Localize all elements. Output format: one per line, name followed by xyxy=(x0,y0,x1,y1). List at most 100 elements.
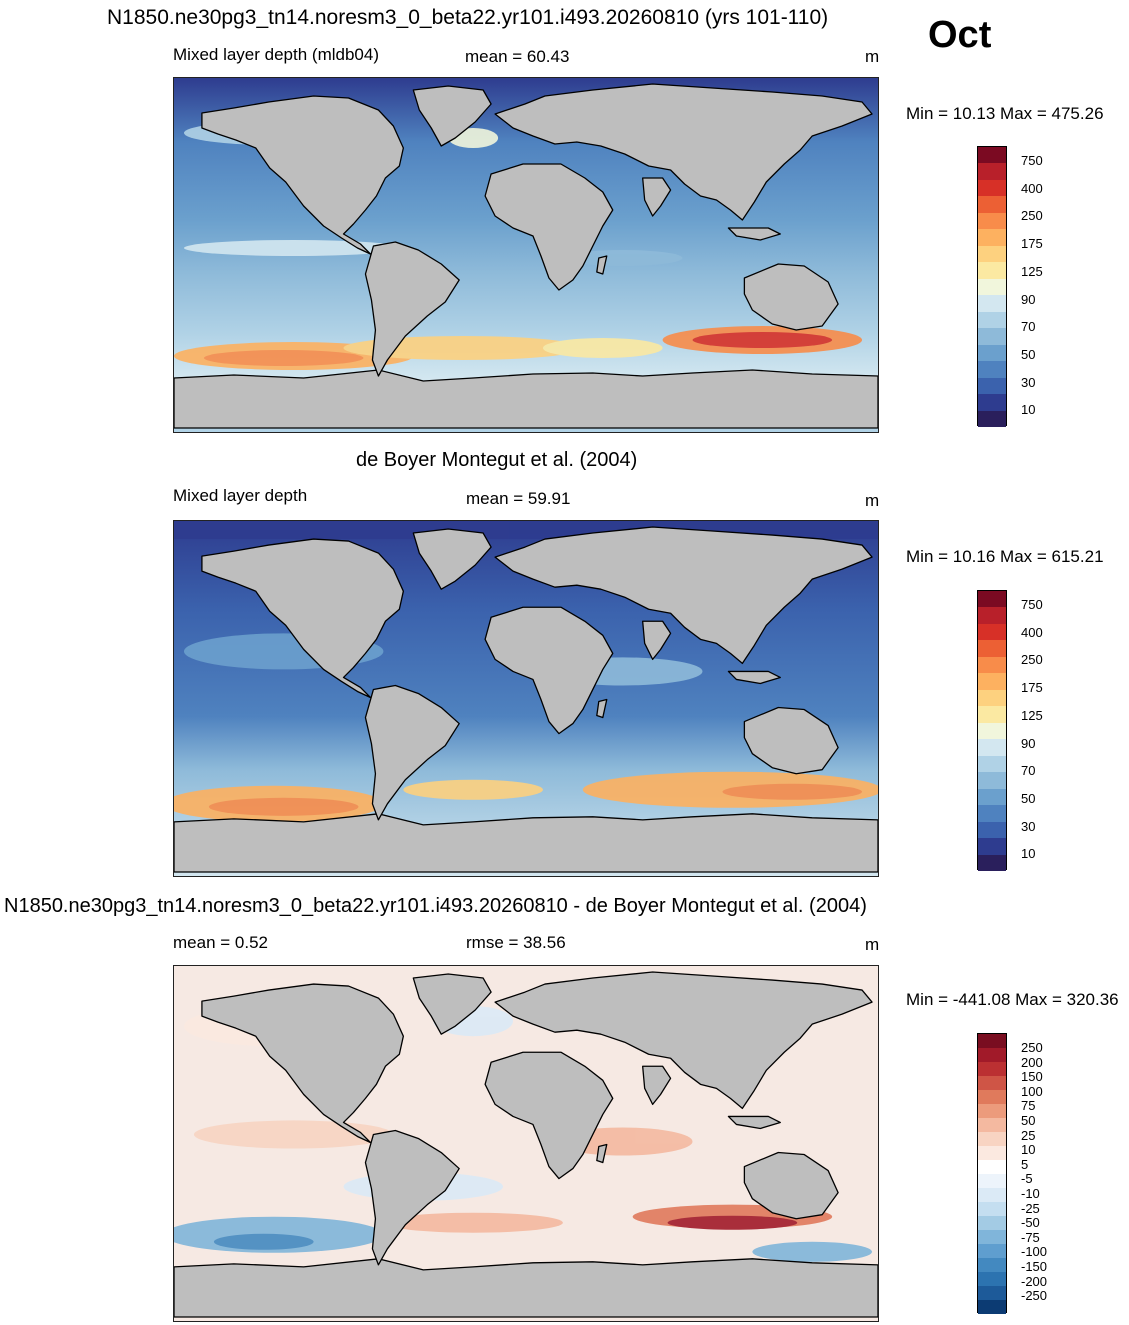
panel3-colorbar-tick-label: 100 xyxy=(1021,1083,1043,1099)
panel1-colorbar-tick-label: 125 xyxy=(1021,263,1043,279)
panel3-colorbar-swatch xyxy=(978,1090,1006,1104)
panel2-colorbar-tick-label: 250 xyxy=(1021,652,1043,668)
panel3-colorbar-swatch xyxy=(978,1244,1006,1258)
panel3-colorbar-tick-label: -25 xyxy=(1021,1200,1040,1216)
panel1-colorbar-swatch xyxy=(978,245,1006,263)
panel1-colorbar-swatch xyxy=(978,278,1006,296)
panel1-colorbar-tick-label: 175 xyxy=(1021,236,1043,252)
panel3-colorbar-swatch xyxy=(978,1062,1006,1076)
panel1-colorbar-swatch xyxy=(978,295,1006,312)
panel3-colorbar-swatch xyxy=(978,1258,1006,1272)
panel1-colorbar-swatch xyxy=(978,328,1006,345)
panel3-colorbar-tick-label: 200 xyxy=(1021,1054,1043,1070)
panel1-colorbar-tick-label: 400 xyxy=(1021,180,1043,196)
panel1-colorbar-tick-label: 50 xyxy=(1021,346,1036,362)
panel2-colorbar-swatch xyxy=(978,854,1006,871)
panel2-minmax-label: Min = 10.16 Max = 615.21 xyxy=(906,547,1104,566)
panel1-colorbar-swatch xyxy=(978,262,1006,279)
panel3-mean-label: mean = 0.52 xyxy=(173,933,268,952)
panel1-colorbar-tick-label: 90 xyxy=(1021,291,1036,307)
panel2-colorbar-swatch xyxy=(978,838,1006,855)
panel3-colorbar-tick-label: 150 xyxy=(1021,1069,1043,1085)
panel3-colorbar-swatch xyxy=(978,1132,1006,1146)
panel2-colorbar: 750 400 250 175 125 90 70 50 30 10 xyxy=(977,590,1043,871)
panel3-colorbar-tick-label: -100 xyxy=(1021,1244,1048,1260)
panel2-colorbar-tick-label: 90 xyxy=(1021,735,1036,751)
panel3-colorbar-swatch xyxy=(978,1202,1006,1216)
panel1-map xyxy=(173,77,879,433)
panel2-colorbar-swatch xyxy=(978,805,1006,822)
panel1-colorbar-swatch xyxy=(978,344,1006,362)
panel2-unit-label: m xyxy=(865,491,880,510)
panel3-colorbar-swatch xyxy=(978,1286,1006,1300)
panel3-colorbar-swatch xyxy=(978,1230,1006,1244)
panel2-colorbar-tick-label: 70 xyxy=(1021,763,1036,779)
panel2-colorbar-swatch xyxy=(978,788,1006,806)
panel2-colorbar-swatch xyxy=(978,623,1006,641)
panel3-title: N1850.ne30pg3_tn14.noresm3_0_beta22.yr10… xyxy=(4,895,867,917)
panel2-colorbar-swatch xyxy=(978,640,1006,657)
panel1-unit-label: m xyxy=(865,47,880,66)
panel2-colorbar-swatch xyxy=(978,821,1006,839)
panel2-colorbar-swatch xyxy=(978,591,1006,608)
panel3-colorbar-tick-label: -200 xyxy=(1021,1273,1048,1289)
panel3-colorbar-tick-label: 250 xyxy=(1021,1040,1043,1055)
panel3-colorbar-swatch xyxy=(978,1188,1006,1202)
panel1-colorbar-swatch xyxy=(978,229,1006,246)
panel2-colorbar-tick-label: 175 xyxy=(1021,680,1043,696)
panel3-colorbar-tick-label: -10 xyxy=(1021,1186,1040,1201)
panel3-colorbar-swatch xyxy=(978,1034,1006,1048)
panel2-title: de Boyer Montegut et al. (2004) xyxy=(356,449,638,471)
panel2-map xyxy=(173,520,879,877)
panel3-rmse-label: rmse = 38.56 xyxy=(466,933,566,952)
panel2-colorbar-tick-label: 125 xyxy=(1021,707,1043,723)
panel2-colorbar-tick-label: 750 xyxy=(1021,597,1043,612)
panel1-mean-label: mean = 60.43 xyxy=(465,47,570,66)
panel1-colorbar-swatch xyxy=(978,212,1006,230)
panel1-colorbar-swatch xyxy=(978,377,1006,395)
panel2-colorbar-swatch xyxy=(978,722,1006,740)
panel2-mean-label: mean = 59.91 xyxy=(466,489,571,508)
panel3-colorbar-swatch xyxy=(978,1048,1006,1062)
panel1-colorbar-swatch xyxy=(978,410,1006,427)
panel2-colorbar-swatch xyxy=(978,739,1006,756)
panel1-colorbar-tick-label: 70 xyxy=(1021,319,1036,335)
panel3-colorbar-tick-label: -5 xyxy=(1021,1171,1033,1187)
panel2-colorbar-swatch xyxy=(978,706,1006,723)
month-label: Oct xyxy=(928,14,992,56)
panel3-colorbar-swatch xyxy=(978,1160,1006,1174)
panel3-colorbar-swatch xyxy=(978,1216,1006,1230)
panel3-colorbar-tick-label: -50 xyxy=(1021,1215,1040,1231)
panel3-colorbar-tick-label: 75 xyxy=(1021,1098,1036,1114)
panel2-colorbar-tick-label: 400 xyxy=(1021,624,1043,640)
panel3-colorbar-tick-label: 25 xyxy=(1021,1127,1036,1143)
panel3-colorbar-tick-label: 50 xyxy=(1021,1113,1036,1128)
panel1-variable-label: Mixed layer depth (mldb04) xyxy=(173,45,379,64)
panel3-unit-label: m xyxy=(865,935,880,954)
panel1-colorbar-swatch xyxy=(978,147,1006,164)
panel3-colorbar-swatch xyxy=(978,1272,1006,1286)
panel2-colorbar-swatch xyxy=(978,607,1006,624)
panel1-colorbar-swatch xyxy=(978,179,1006,197)
panel3-colorbar: 250 200 150 100 75 50 25 10 5 -5 -10 -25 -50 -75 -100-… xyxy=(977,1033,1047,1314)
panel3-colorbar-tick-label: 5 xyxy=(1021,1156,1029,1172)
panel2-colorbar-swatch xyxy=(978,673,1006,690)
panel2-colorbar-tick-label: 10 xyxy=(1021,846,1036,862)
panel1-colorbar-swatch xyxy=(978,163,1006,180)
panel3-colorbar-swatch xyxy=(978,1174,1006,1188)
panel3-map xyxy=(173,965,879,1322)
panel3-minmax-label: Min = -441.08 Max = 320.36 xyxy=(906,990,1119,1009)
panel3-colorbar-tick-label: -150 xyxy=(1021,1259,1048,1274)
panel1-colorbar: 750 400 250 175 125 90 70 50 30 10 xyxy=(977,146,1043,427)
panel3-colorbar-swatch xyxy=(978,1104,1006,1118)
panel1-colorbar-tick-label: 10 xyxy=(1021,402,1036,418)
panel2-variable-label: Mixed layer depth xyxy=(173,486,308,505)
panel1-colorbar-tick-label: 250 xyxy=(1021,208,1043,224)
panel3-colorbar-tick-label: 10 xyxy=(1021,1142,1036,1158)
panel3-colorbar-swatch xyxy=(978,1118,1006,1132)
panel1-minmax-label: Min = 10.13 Max = 475.26 xyxy=(906,104,1104,123)
panel3-colorbar-swatch xyxy=(978,1076,1006,1090)
panel1-colorbar-swatch xyxy=(978,311,1006,329)
panel3-colorbar-tick-label: -75 xyxy=(1021,1229,1040,1245)
panel2-colorbar-tick-label: 30 xyxy=(1021,818,1036,834)
